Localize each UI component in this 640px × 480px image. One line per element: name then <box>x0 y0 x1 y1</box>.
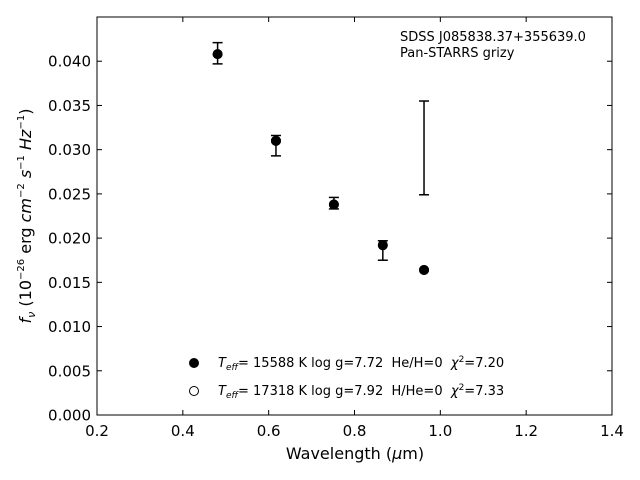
x-tick-label: 1.4 <box>600 422 624 440</box>
annotation-survey: Pan-STARRS grizy <box>400 46 515 61</box>
x-tick-label: 0.6 <box>257 422 281 440</box>
x-tick-label: 0.4 <box>171 422 195 440</box>
y-axis-title: fν (10−26 erg cm−2 s−1 Hz−1) <box>16 109 38 324</box>
y-tick-label: 0.005 <box>48 362 91 380</box>
y-tick-label: 0.025 <box>48 185 91 203</box>
x-tick-label: 1.0 <box>428 422 452 440</box>
x-axis-title: Wavelength (μm) <box>286 444 424 463</box>
x-tick-label: 0.8 <box>343 422 367 440</box>
model-point-filled <box>419 264 430 275</box>
x-tick-label: 1.2 <box>514 422 538 440</box>
y-tick-label: 0.015 <box>48 274 91 292</box>
legend-label-open: Teff= 17318 K log g=7.92 H/He=0 χ2=7.33 <box>218 383 504 401</box>
x-tick-label: 0.2 <box>85 422 109 440</box>
plot-frame <box>96 16 613 416</box>
model-point-filled <box>377 240 388 251</box>
annotation-object-name: SDSS J085838.37+355639.0 <box>400 30 586 45</box>
model-point-filled <box>328 199 339 210</box>
y-tick-label: 0.030 <box>48 141 91 159</box>
y-tick-label: 0.020 <box>48 230 91 248</box>
y-tick-label: 0.000 <box>48 407 91 425</box>
model-point-filled <box>212 49 223 60</box>
ticks-layer: 0.2 0.4 0.6 0.8 1.0 1.2 1.4 0.000 0.005 0.010 0.01… <box>48 17 624 440</box>
y-tick-label: 0.040 <box>48 53 91 71</box>
legend-label-filled: Teff= 15588 K log g=7.72 He/H=0 χ2=7.20 <box>218 355 504 373</box>
errorbars-layer <box>212 41 430 261</box>
legend-marker-filled <box>189 358 199 368</box>
y-axis-title-group: fν (10−26 erg cm−2 s−1 Hz−1) <box>16 109 38 324</box>
points-layer <box>212 49 430 275</box>
y-tick-label: 0.010 <box>48 318 91 336</box>
legend: Teff= 15588 K log g=7.72 He/H=0 χ2=7.20 … <box>189 355 504 401</box>
y-tick-label: 0.035 <box>48 97 91 115</box>
legend-marker-open <box>189 386 199 396</box>
model-point-filled <box>270 135 281 146</box>
